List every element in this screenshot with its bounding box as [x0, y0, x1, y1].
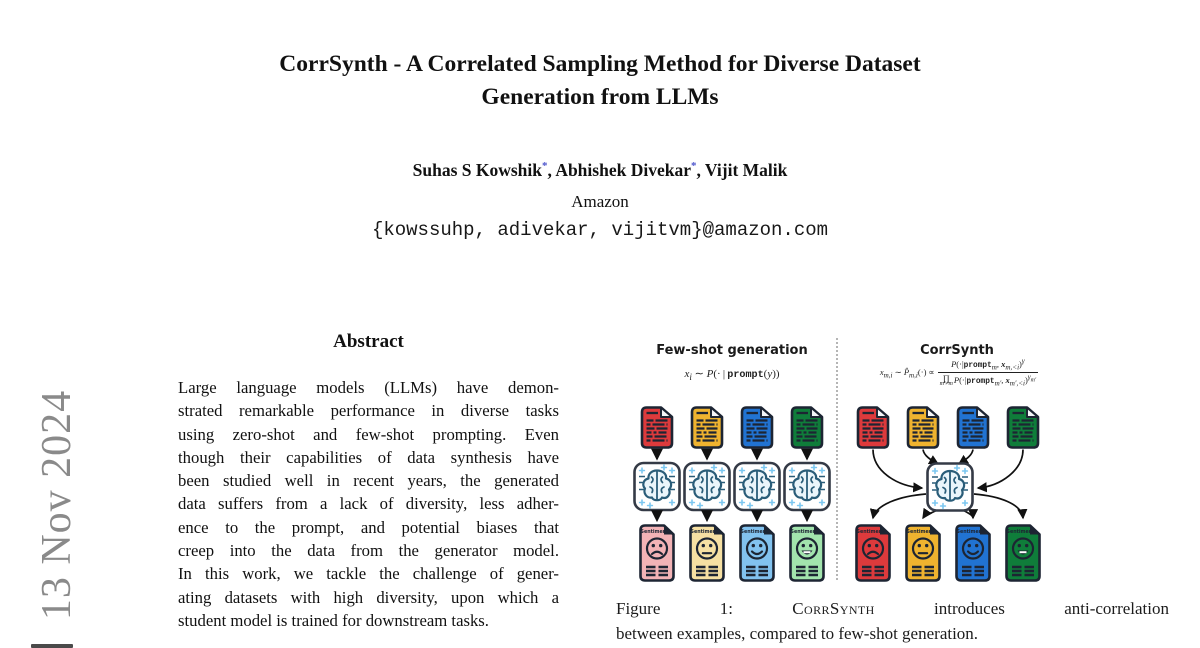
abstract-line: creep into the data from the generator m…	[178, 541, 559, 561]
llm-brain-icon	[633, 461, 681, 512]
abstract-line: Large language models (LLMs) have demon-	[178, 378, 559, 397]
generated-example-card: Sentiment	[905, 524, 941, 582]
abstract-line: using zero-shot and few-shot prompting. …	[178, 424, 559, 444]
fewshot-diagram: Sentiment Sentiment	[633, 406, 831, 582]
figure-caption-line1: Figure 1: CorrSynth introduces anti-corr…	[616, 599, 1169, 618]
document-icon	[956, 406, 990, 449]
card-label: Sentiment	[1006, 529, 1035, 535]
document-icon	[906, 406, 940, 449]
document-icon	[856, 406, 890, 449]
abstract-line: student model is trained for downstream …	[178, 610, 489, 630]
abstract-line: been studied well in recent years, the g…	[178, 471, 559, 491]
llm-brain-icon	[783, 461, 831, 512]
card-label: Sentiment	[906, 529, 935, 535]
arxiv-stamp-partial	[31, 644, 73, 648]
abstract-line: ence to the prompt, and potential biases…	[178, 517, 559, 537]
llm-brain-icon	[926, 462, 974, 512]
email-line: {kowssuhp, adivekar, vijitvm}@amazon.com	[371, 219, 829, 241]
document-icon	[740, 406, 774, 449]
curved-arrow	[957, 449, 974, 465]
card-label: Sentiment	[856, 529, 885, 535]
author-name: Suhas S Kowshik	[412, 160, 543, 180]
curved-arrow	[973, 493, 1028, 520]
formula-denominator: ∏ m′≠m P(·|promptm′, xm′,<i)γm′	[937, 372, 1039, 388]
corrsynth-panel-title: CorrSynth	[920, 343, 994, 358]
llm-brain-icon	[733, 461, 781, 512]
corrsynth-formula-lhs: xm,i ∼ P̂m,i(·) ∝	[879, 366, 935, 380]
generated-example-card: Sentiment	[739, 524, 775, 582]
author-footnote-mark: *	[542, 160, 548, 173]
document-icon	[790, 406, 824, 449]
author-footnote-mark: *	[690, 160, 697, 173]
abstract-line: ating datasets with high diversity, upon…	[178, 587, 559, 607]
figure-caption: Figure 1: CorrSynth introduces anti-corr…	[616, 596, 1169, 646]
card-label: Sentiment	[640, 529, 669, 535]
abstract-line: strated remarkable performance in divers…	[178, 401, 559, 421]
paper-title-line1: CorrSynth - A Correlated Sampling Method…	[279, 51, 921, 77]
paper-title-line2: Generation from LLMs	[481, 84, 719, 110]
curved-arrow	[976, 449, 1024, 493]
author-name: Abhishek Divekar	[555, 160, 691, 180]
generated-example-card: Sentiment	[689, 524, 725, 582]
card-label: Sentiment	[790, 529, 819, 535]
curved-arrow	[869, 493, 927, 520]
generated-example-card: Sentiment	[1005, 524, 1041, 582]
paper-title: CorrSynth - A Correlated Sampling Method…	[0, 48, 1200, 114]
generated-example-card: Sentiment	[855, 524, 891, 582]
arxiv-date-stamp: 13 Nov 2024	[34, 389, 80, 621]
card-label: Sentiment	[740, 529, 769, 535]
abstract-line: though their capabilities of data synthe…	[178, 447, 559, 467]
figure-panel-divider	[836, 338, 838, 580]
abstract-line: In this work, we tackle the challenge of…	[178, 564, 559, 584]
fewshot-panel-title: Few-shot generation	[656, 343, 808, 358]
card-label: Sentiment	[690, 529, 719, 535]
figure-caption-line2: between examples, compared to few-shot g…	[616, 624, 979, 643]
abstract-line: data suffers from a lack of diversity, l…	[178, 494, 559, 514]
corrsynth-formula: xm,i ∼ P̂m,i(·) ∝ P(·|promptm, xm,<i)γ ∏…	[843, 357, 1075, 389]
curved-arrow	[922, 449, 940, 465]
affiliation: Amazon	[571, 192, 629, 211]
llm-brain-icon	[683, 461, 731, 512]
generated-example-card: Sentiment	[955, 524, 991, 582]
corrsynth-formula-fraction: P(·|promptm, xm,<i)γ ∏ m′≠m P(·|promptm′, …	[937, 357, 1039, 389]
curved-arrow	[872, 449, 924, 493]
abstract-heading: Abstract	[333, 331, 404, 352]
abstract-body: Large language models (LLMs) have demon-…	[178, 376, 559, 632]
generated-example-card: Sentiment	[639, 524, 675, 582]
card-label: Sentiment	[956, 529, 985, 535]
document-icon	[690, 406, 724, 449]
document-icon	[1006, 406, 1040, 449]
author-name: Vijit Malik	[704, 160, 788, 180]
corrsynth-diagram: Sentiment Sentiment Sentiment	[855, 406, 1041, 582]
fewshot-formula: xi ∼ P(· | prompt(y))	[684, 368, 780, 383]
generated-example-card: Sentiment	[789, 524, 825, 582]
document-icon	[640, 406, 674, 449]
formula-numerator: P(·|promptm, xm,<i)γ	[951, 357, 1025, 372]
authors-line: Suhas S Kowshik*, Abhishek Divekar*, Vij…	[412, 160, 788, 180]
